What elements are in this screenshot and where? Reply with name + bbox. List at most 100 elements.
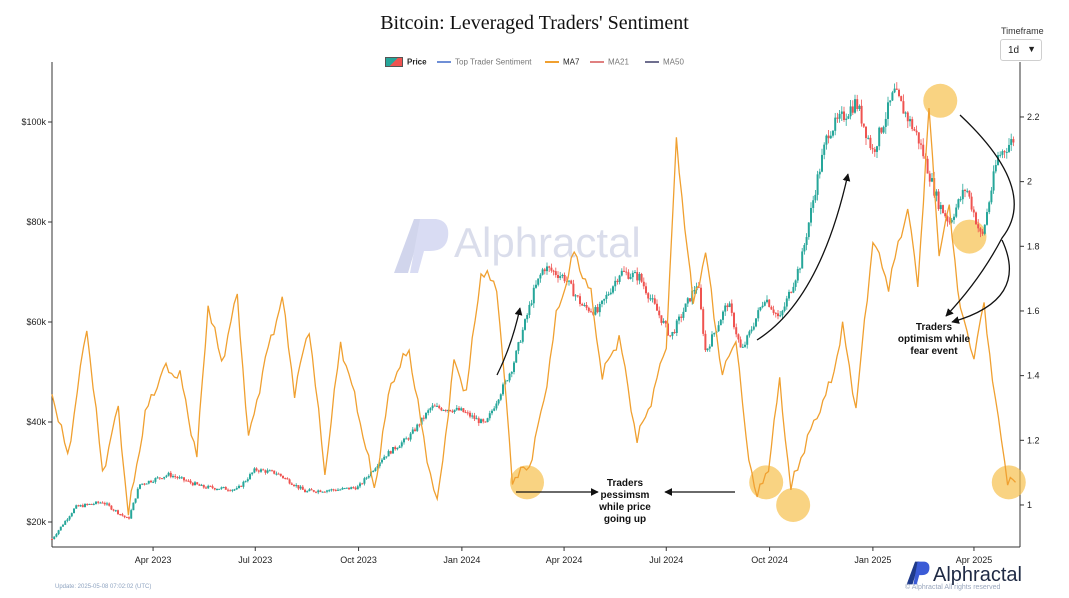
candle-body (554, 271, 557, 275)
candle-body (964, 189, 966, 191)
candle-body (422, 417, 425, 419)
candle-body (642, 281, 645, 287)
candle-body (975, 212, 977, 225)
candle-body (728, 303, 731, 308)
legend-item-ma7[interactable]: MA7 (545, 57, 579, 66)
candle-body (288, 479, 291, 484)
candle-body (999, 154, 1002, 156)
candle-body (990, 190, 993, 203)
candle-body (416, 424, 419, 431)
candle-body (123, 515, 126, 518)
watermark-logo-icon (394, 219, 449, 273)
candle-body (675, 320, 678, 333)
timeframe-value: 1d (1008, 45, 1020, 56)
candle-body (431, 405, 434, 409)
candle-body (112, 509, 115, 511)
candle-body (161, 478, 163, 480)
candle-body (873, 149, 876, 152)
candle-body (79, 505, 82, 507)
line-swatch-icon (545, 60, 559, 63)
candle-body (827, 135, 830, 139)
candle-body (499, 394, 502, 400)
candle-body (385, 456, 388, 458)
candle-body (372, 471, 375, 473)
candle-body (513, 362, 515, 372)
candle-body (343, 488, 346, 490)
candle-body (752, 326, 755, 330)
candle-body (526, 314, 529, 320)
candle-body (356, 486, 359, 490)
candle-body (198, 484, 201, 486)
candle-body (1005, 151, 1008, 153)
candle-body (1008, 144, 1010, 152)
x-tick-label: Oct 2024 (751, 555, 788, 565)
legend-item-top-trader-sentiment[interactable]: Top Trader Sentiment (437, 57, 531, 66)
candle-body (882, 126, 885, 133)
candle-body (251, 472, 254, 475)
candle-body (937, 191, 940, 210)
candle-body (682, 311, 685, 318)
candle-body (801, 251, 804, 269)
candle-body (735, 327, 738, 335)
candle-body (196, 482, 199, 485)
candle-body (51, 539, 53, 540)
candle-body (202, 484, 205, 488)
candle-body (667, 323, 669, 336)
candle-body (612, 286, 614, 293)
candle-body (486, 418, 489, 423)
candle-body (920, 143, 922, 145)
candle-body (97, 501, 100, 503)
candle-body (348, 487, 350, 490)
highlight-circle (952, 219, 987, 254)
candle-body (662, 321, 665, 323)
candle-body (576, 295, 579, 297)
timeframe-select[interactable]: 1d ▼ (1000, 39, 1042, 61)
candle-body (893, 88, 896, 93)
candle-body (543, 269, 546, 272)
candle-body (931, 178, 933, 182)
candle-body (594, 307, 597, 315)
candle-body (939, 205, 942, 210)
candle-body (147, 480, 150, 484)
candle-body (229, 490, 232, 492)
candle-body (319, 490, 322, 493)
candle-body (521, 329, 524, 342)
candle-body (453, 409, 456, 412)
candle-body (143, 483, 146, 485)
brand-name: Alphractal (933, 564, 1022, 586)
annotation-arrow (496, 307, 523, 376)
candle-body (125, 517, 128, 519)
candle-body (680, 316, 683, 318)
x-tick-label: Oct 2023 (340, 555, 377, 565)
candle-body (719, 319, 722, 326)
candle-body (781, 310, 784, 316)
candle-body (101, 502, 104, 504)
candle-body (427, 410, 430, 413)
candle-body (546, 266, 548, 272)
candle-body (207, 485, 210, 489)
candle-body (110, 505, 113, 510)
candle-body (840, 111, 843, 114)
candle-body (178, 477, 181, 479)
legend-item-ma21[interactable]: MA21 (590, 57, 629, 66)
legend-item-price[interactable]: Price (385, 57, 427, 67)
candle-body (332, 489, 335, 491)
candle-body (799, 268, 801, 270)
candle-body (686, 298, 689, 304)
legend-item-ma50[interactable]: MA50 (645, 57, 684, 66)
candle-body (561, 274, 564, 277)
y-right-tick-label: 1.6 (1027, 306, 1040, 316)
candle-body (81, 505, 84, 508)
y-right-tick-label: 1 (1027, 500, 1032, 510)
candle-body (869, 137, 872, 149)
candle-body (785, 298, 788, 307)
candle-body (304, 489, 306, 493)
candle-body (794, 280, 797, 287)
candle-body (130, 510, 133, 519)
candle-body (145, 483, 148, 485)
candle-body (117, 510, 119, 515)
candle-body (541, 269, 544, 275)
candle-body (986, 212, 988, 225)
candle-body (651, 298, 654, 300)
candle-body (339, 489, 342, 491)
